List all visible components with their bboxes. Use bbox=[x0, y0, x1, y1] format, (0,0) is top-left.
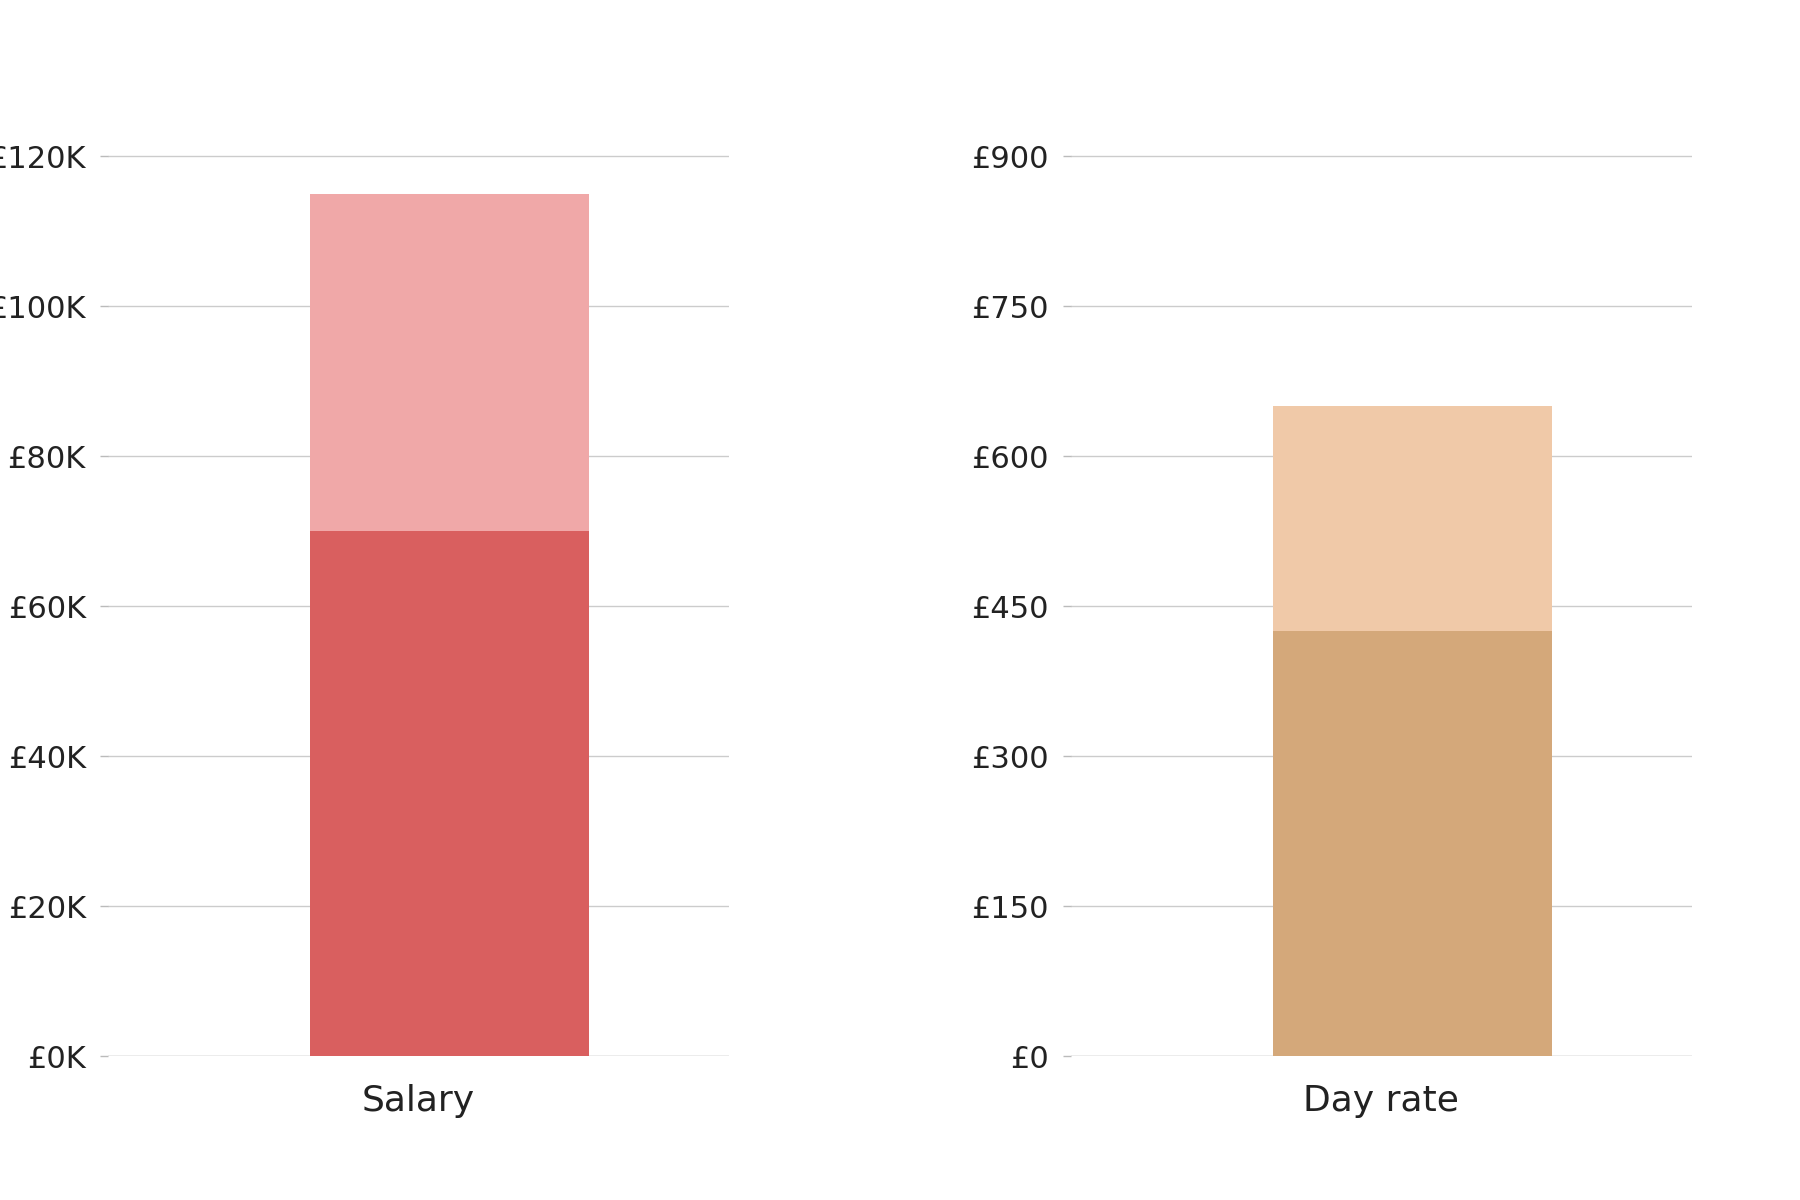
X-axis label: Salary: Salary bbox=[362, 1084, 475, 1117]
X-axis label: Day rate: Day rate bbox=[1303, 1084, 1460, 1117]
Bar bbox=[310, 532, 589, 1056]
Bar bbox=[310, 193, 589, 1056]
Bar bbox=[1273, 407, 1552, 1056]
Bar bbox=[1273, 631, 1552, 1056]
